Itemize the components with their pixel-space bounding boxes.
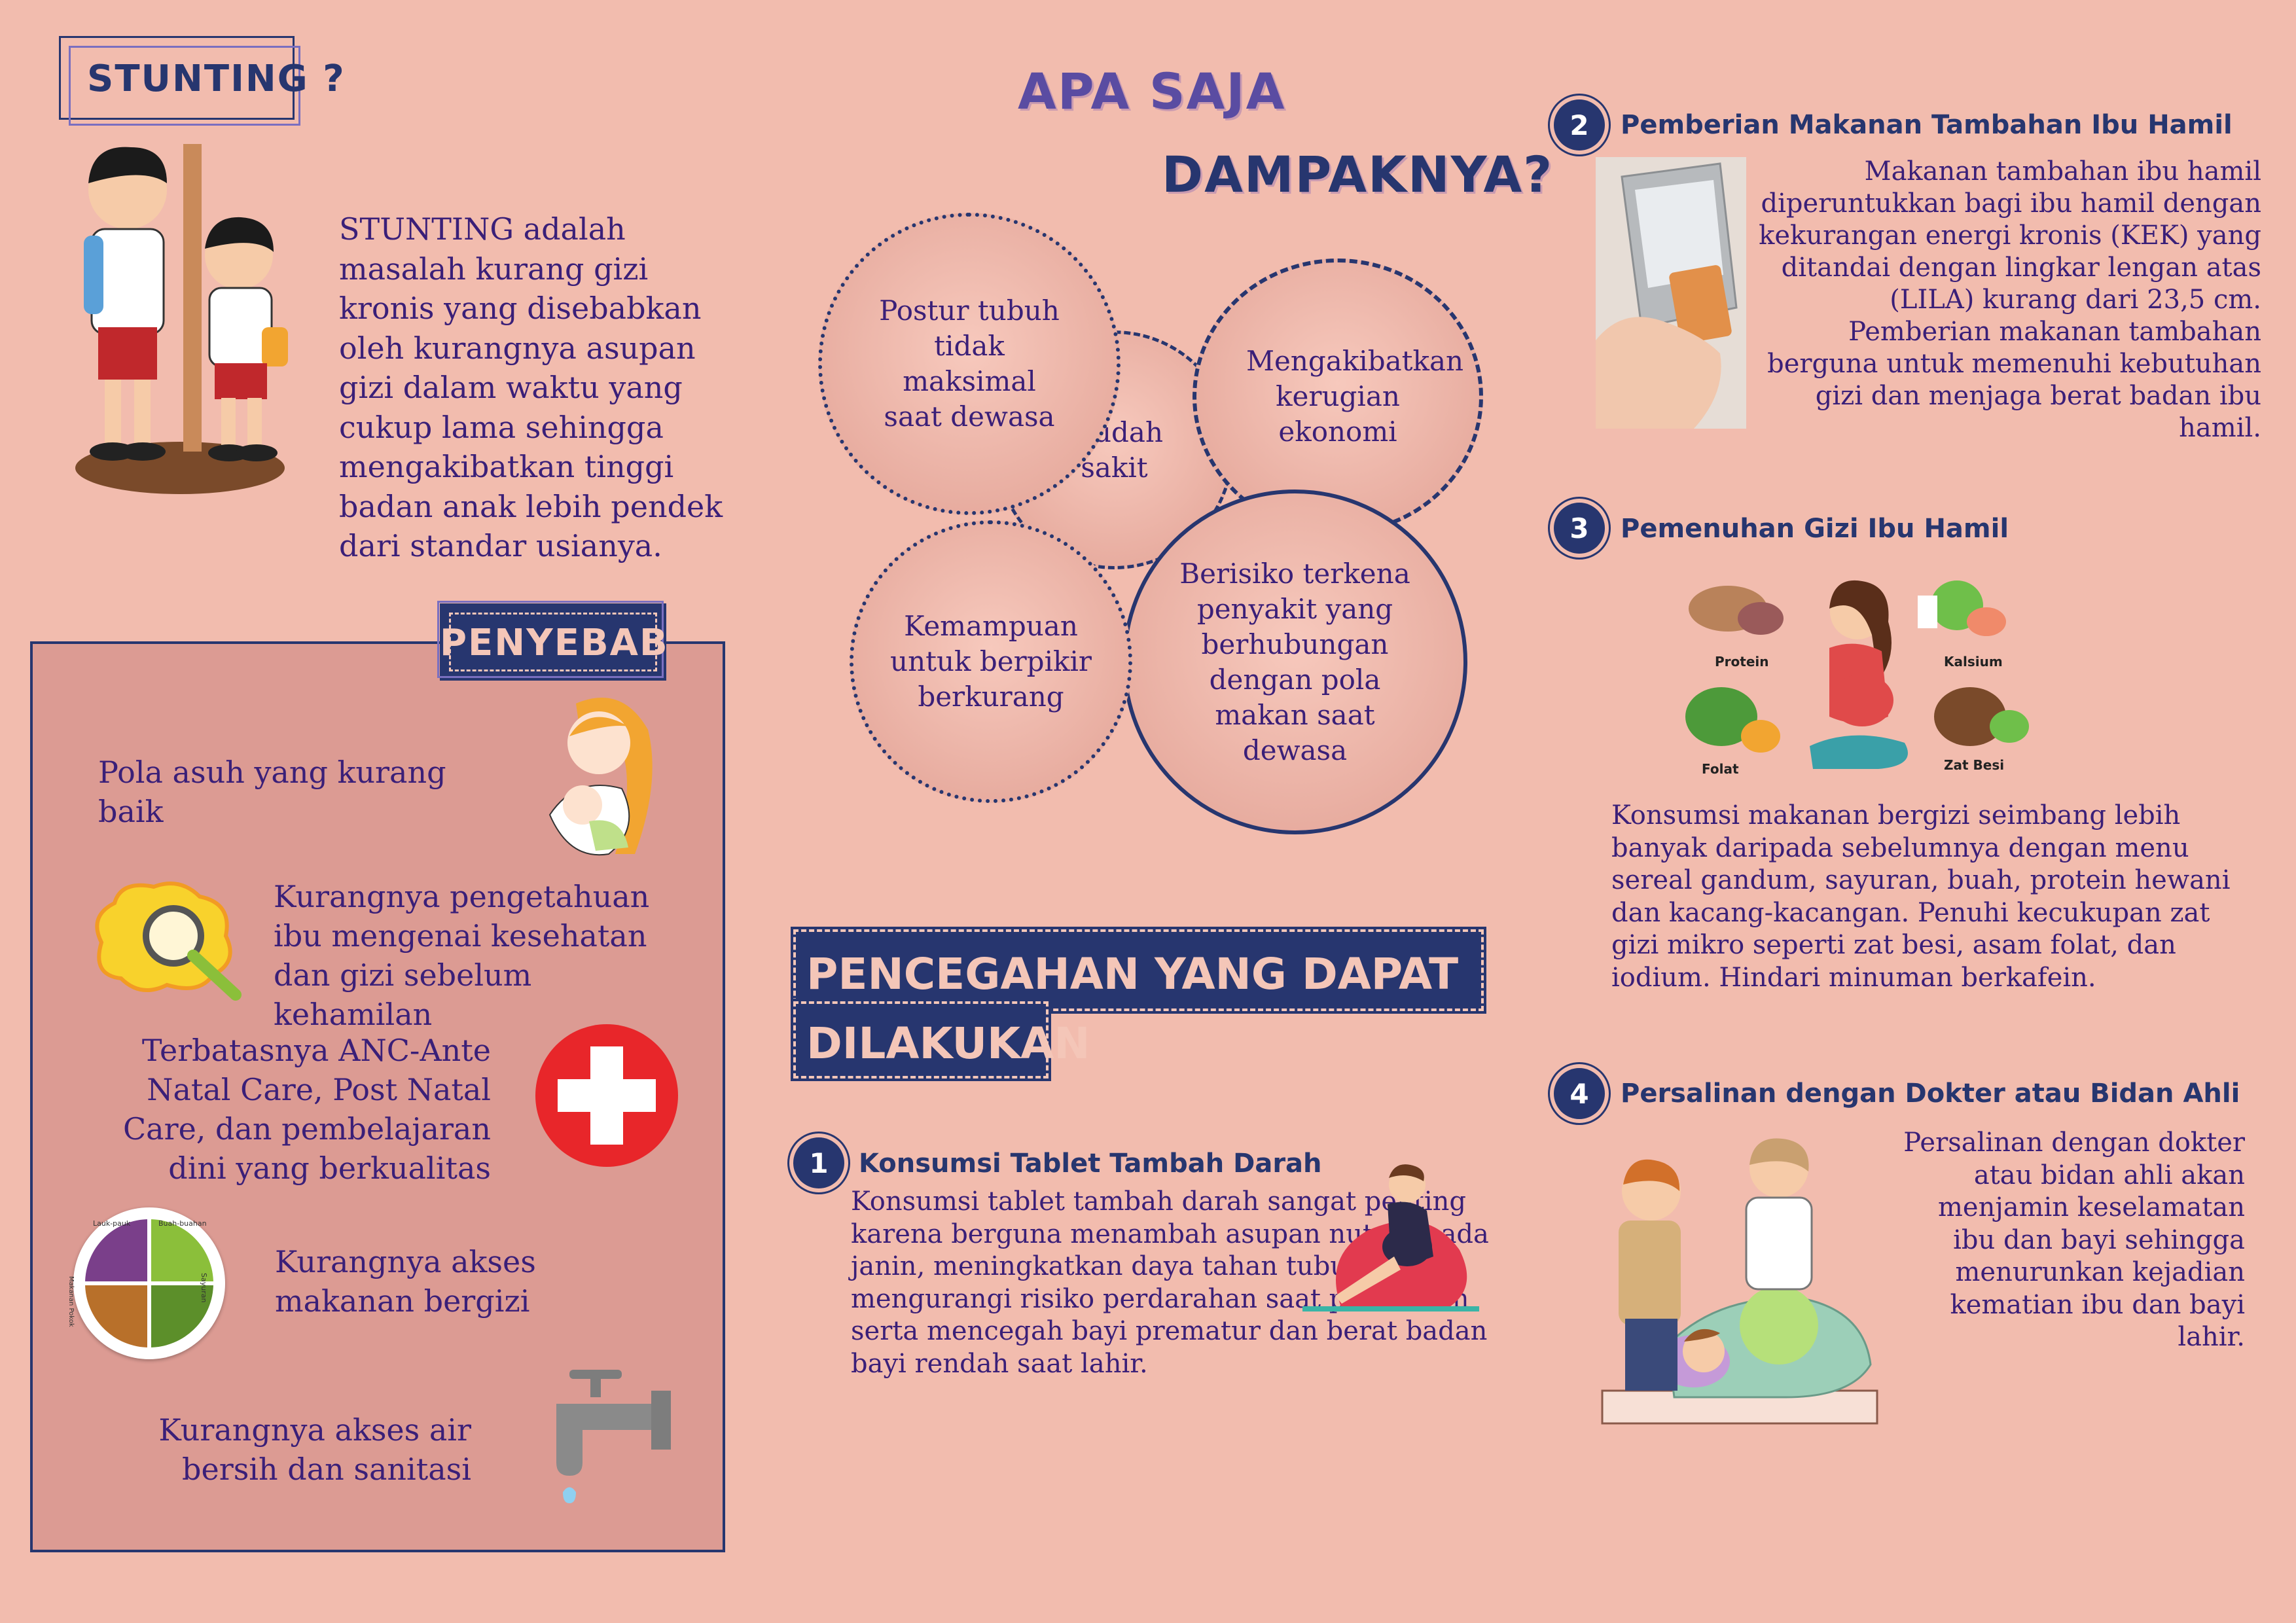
step-3-number: 3 [1554, 503, 1605, 554]
brain-magnifier-icon [95, 882, 242, 1001]
penyebab-title: PENYEBAB [440, 622, 669, 664]
childbirth-doctor-illustration [1601, 1138, 1878, 1425]
children-height-illustration [75, 144, 288, 494]
pencegahan-banner-line1: PENCEGAHAN YANG DAPAT [791, 927, 1486, 1014]
water-faucet-icon [556, 1370, 671, 1503]
pencegahan-title-line1: PENCEGAHAN YANG DAPAT [806, 949, 1459, 999]
pencegahan-banner-line2: DILAKUKAN [791, 999, 1090, 1081]
nutrition-pregnancy-illustration: Protein Kalsium Folat Zat Besi [1685, 580, 2029, 777]
step-2-title: Pemberian Makanan Tambahan Ibu Hamil [1621, 110, 2233, 140]
supplement-biscuit-photo [1596, 157, 1746, 429]
penyebab-item-2: Kurangnya pengetahuan ibu mengenai keseh… [274, 879, 650, 1032]
impact-circle-penyakit: Berisiko terkena penyakit yang berhubung… [1122, 490, 1467, 834]
mother-baby-icon [548, 698, 653, 856]
plate-label-sayuran: Sayuran [200, 1273, 208, 1303]
penyebab-item-1: Pola asuh yang kurang baik [98, 755, 446, 829]
penyebab-item-4: Kurangnya akses makanan bergizi [275, 1244, 536, 1319]
stunting-title: STUNTING ? [87, 58, 346, 100]
penyebab-item-5: Kurangnya akses air bersih dan sanitasi [158, 1412, 471, 1487]
impact-circle-postur: Postur tubuh tidak maksimal saat dewasa [818, 213, 1121, 515]
step-4-title: Persalinan dengan Dokter atau Bidan Ahli [1621, 1079, 2240, 1109]
plate-label-lauk: Lauk-pauk [93, 1219, 131, 1228]
step-4-text: Persalinan dengan dokter atau bidan ahli… [1903, 1128, 2245, 1352]
nutrient-label-kalsium: Kalsium [1944, 654, 2003, 669]
nutrient-label-zat-besi: Zat Besi [1944, 757, 2004, 773]
step-2-text: Makanan tambahan ibu hamil diperuntukkan… [1759, 156, 2261, 443]
plate-label-pokok: Makanan Pokok [67, 1276, 75, 1327]
impact-circle-berpikir: Kemampuan untuk berpikir berkurang [850, 520, 1132, 803]
step-1-number: 1 [793, 1137, 844, 1188]
pregnant-woman-beanbag-illustration [1302, 1164, 1479, 1311]
step-2-number: 2 [1554, 99, 1605, 151]
penyebab-item-3: Terbatasnya ANC-Ante Natal Care, Post Na… [122, 1033, 491, 1186]
step-4-number: 4 [1554, 1068, 1605, 1119]
stunting-title-box: STUNTING ? [59, 36, 344, 126]
penyebab-title-box: PENYEBAB [437, 601, 669, 681]
pencegahan-title-line2: DILAKUKAN [806, 1018, 1090, 1069]
nutrient-label-folat: Folat [1702, 761, 1739, 777]
red-cross-icon [535, 1024, 678, 1167]
plate-label-buah: Buah-buahan [158, 1219, 207, 1228]
nutrient-label-protein: Protein [1715, 654, 1768, 669]
step-3-text: Konsumsi makanan bergizi seimbang lebih … [1611, 800, 2231, 993]
dampak-title-line2: DAMPAKNYA? [1162, 145, 1554, 204]
step-1-title: Konsumsi Tablet Tambah Darah [859, 1149, 1322, 1179]
stunting-description: STUNTING adalah masalah kurang gizi kron… [339, 211, 723, 563]
impact-circle-ekonomi: Mengakibatkan kerugian ekonomi [1193, 259, 1483, 535]
step-3-title: Pemenuhan Gizi Ibu Hamil [1621, 514, 2009, 544]
dampak-title-line1: APA SAJA [1018, 62, 1286, 120]
food-plate-icon: Lauk-pauk Buah-buahan Makanan Pokok Sayu… [67, 1207, 225, 1359]
